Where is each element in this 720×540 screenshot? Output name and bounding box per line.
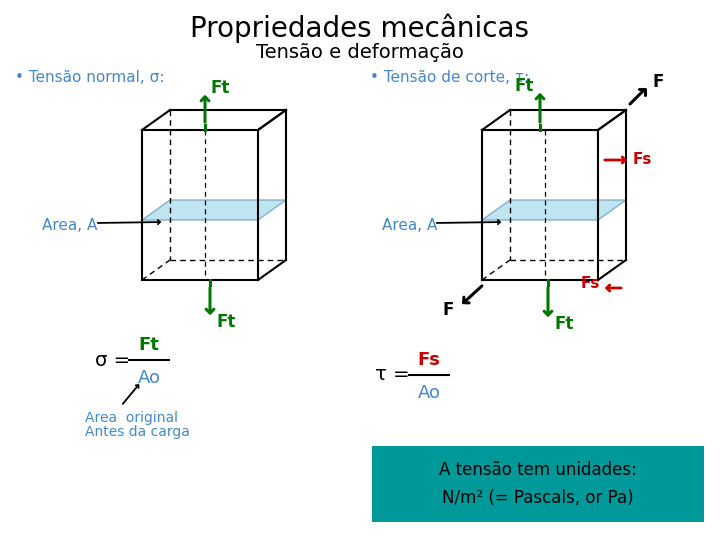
Text: Ft: Ft	[216, 313, 235, 331]
Text: • Tensão normal, σ:: • Tensão normal, σ:	[15, 71, 164, 85]
Text: Ft: Ft	[138, 336, 159, 354]
Text: Ao: Ao	[418, 384, 441, 402]
Text: F: F	[443, 301, 454, 319]
Text: Fs: Fs	[580, 276, 600, 292]
Text: Ft: Ft	[515, 77, 534, 95]
Text: Fs: Fs	[418, 351, 441, 369]
Text: Ft: Ft	[554, 315, 573, 333]
Text: • Tensão de corte, τ:: • Tensão de corte, τ:	[370, 71, 529, 85]
Text: Area  original: Area original	[85, 411, 178, 425]
Text: Propriedades mecânicas: Propriedades mecânicas	[191, 14, 529, 43]
FancyBboxPatch shape	[372, 446, 704, 522]
Text: Area, A: Area, A	[42, 218, 97, 233]
Text: τ =: τ =	[375, 366, 410, 384]
Polygon shape	[482, 200, 626, 220]
Text: Ao: Ao	[138, 369, 161, 387]
Text: Area, A: Area, A	[382, 218, 437, 233]
Text: Tensão e deformação: Tensão e deformação	[256, 43, 464, 62]
Text: N/m² (= Pascals, or Pa): N/m² (= Pascals, or Pa)	[442, 489, 634, 507]
Text: σ =: σ =	[95, 350, 130, 369]
Text: Antes da carga: Antes da carga	[85, 425, 190, 439]
Polygon shape	[142, 200, 286, 220]
Text: A tensão tem unidades:: A tensão tem unidades:	[439, 461, 637, 479]
Text: Ft: Ft	[211, 79, 230, 97]
Text: F: F	[652, 73, 663, 91]
Text: Fs: Fs	[633, 152, 652, 167]
